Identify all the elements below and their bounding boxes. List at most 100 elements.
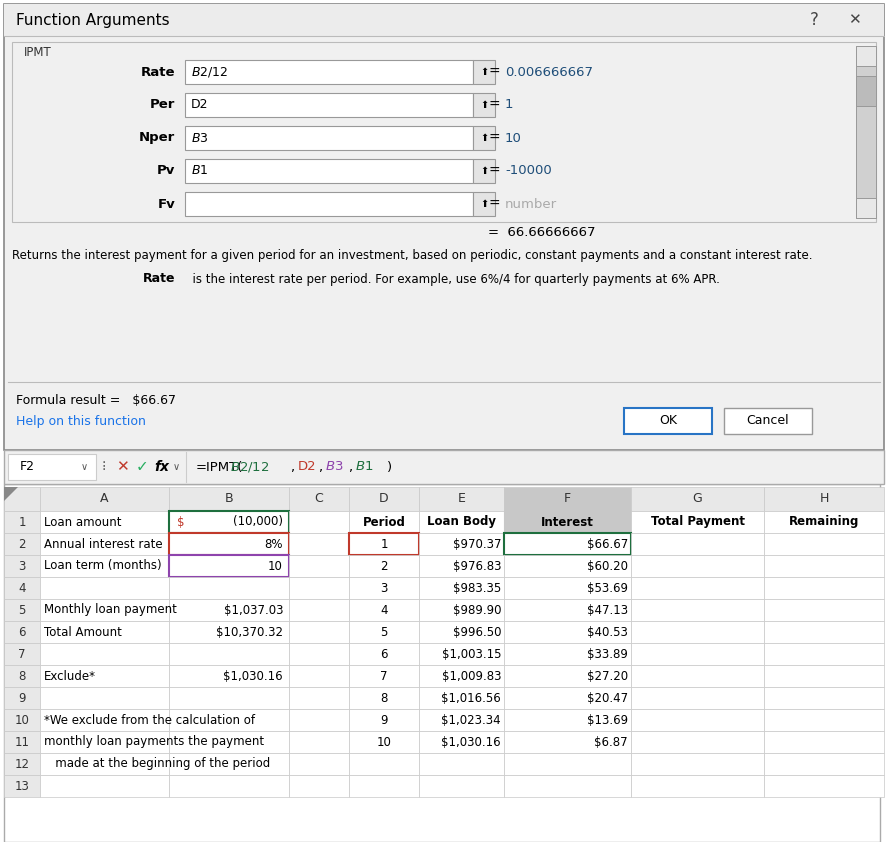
- Text: ,: ,: [348, 461, 353, 473]
- Bar: [764, 687, 884, 709]
- Text: $B$1: $B$1: [355, 461, 373, 473]
- Text: ∨: ∨: [81, 462, 88, 472]
- Bar: [419, 577, 504, 599]
- Text: ?: ?: [810, 11, 819, 29]
- Bar: [289, 775, 349, 797]
- Bar: [40, 709, 169, 731]
- Bar: [764, 577, 884, 599]
- Bar: [473, 159, 495, 183]
- Text: made at the beginning of the period: made at the beginning of the period: [44, 758, 270, 770]
- Bar: [349, 533, 419, 555]
- Text: Cancel: Cancel: [747, 414, 789, 428]
- Text: $53.69: $53.69: [587, 582, 628, 594]
- Text: 0.006666667: 0.006666667: [505, 66, 593, 78]
- Bar: [349, 665, 419, 687]
- Text: D: D: [379, 493, 389, 505]
- Text: ∧: ∧: [862, 51, 869, 61]
- Bar: [40, 511, 169, 533]
- Bar: [4, 450, 884, 484]
- Bar: [349, 731, 419, 753]
- Text: D2: D2: [298, 461, 317, 473]
- Text: $B$2/12: $B$2/12: [191, 65, 228, 79]
- Text: =: =: [488, 98, 500, 112]
- Text: $27.20: $27.20: [587, 669, 628, 683]
- Text: E: E: [457, 493, 465, 505]
- Text: $B$3: $B$3: [325, 461, 344, 473]
- Text: Rate: Rate: [140, 66, 175, 78]
- Bar: [419, 555, 504, 577]
- Bar: [856, 46, 876, 66]
- Text: Returns the interest payment for a given period for an investment, based on peri: Returns the interest payment for a given…: [12, 248, 813, 262]
- Bar: [4, 487, 40, 511]
- Text: $1,003.15: $1,003.15: [441, 647, 501, 660]
- Text: ,: ,: [290, 461, 294, 473]
- Text: Fv: Fv: [157, 198, 175, 210]
- Bar: [764, 775, 884, 797]
- Bar: [631, 533, 764, 555]
- Bar: [169, 555, 289, 577]
- Bar: [631, 555, 764, 577]
- Bar: [4, 753, 40, 775]
- Text: 13: 13: [14, 780, 29, 792]
- Bar: [289, 533, 349, 555]
- Bar: [624, 408, 712, 434]
- Bar: [169, 599, 289, 621]
- Text: Help on this function: Help on this function: [16, 415, 146, 429]
- Bar: [764, 709, 884, 731]
- Text: ⬆: ⬆: [480, 166, 488, 176]
- Text: Period: Period: [362, 515, 406, 529]
- Bar: [169, 709, 289, 731]
- Bar: [631, 621, 764, 643]
- Bar: [289, 709, 349, 731]
- Text: $1,023.34: $1,023.34: [441, 713, 501, 727]
- Text: *We exclude from the calculation of: *We exclude from the calculation of: [44, 713, 255, 727]
- Text: 5: 5: [19, 604, 26, 616]
- Text: Per: Per: [149, 99, 175, 111]
- Bar: [4, 4, 884, 450]
- Bar: [349, 709, 419, 731]
- Bar: [40, 621, 169, 643]
- Bar: [349, 599, 419, 621]
- Bar: [185, 93, 473, 117]
- Bar: [169, 533, 289, 555]
- Bar: [169, 665, 289, 687]
- Bar: [4, 621, 40, 643]
- Text: IPMT: IPMT: [24, 45, 52, 58]
- Text: 10: 10: [377, 736, 392, 749]
- Bar: [40, 533, 169, 555]
- Text: 1: 1: [380, 537, 388, 551]
- Text: -10000: -10000: [505, 164, 551, 178]
- Bar: [419, 533, 504, 555]
- Bar: [4, 4, 884, 36]
- Text: ⬆: ⬆: [480, 100, 488, 110]
- Bar: [289, 577, 349, 599]
- Text: =IPMT(: =IPMT(: [196, 461, 243, 473]
- Text: 3: 3: [19, 559, 26, 573]
- Bar: [764, 643, 884, 665]
- Bar: [764, 599, 884, 621]
- Bar: [349, 687, 419, 709]
- Bar: [764, 533, 884, 555]
- Text: 6: 6: [19, 626, 26, 638]
- Bar: [419, 709, 504, 731]
- Text: 7: 7: [380, 669, 388, 683]
- Bar: [40, 665, 169, 687]
- Text: ⁝: ⁝: [102, 460, 107, 474]
- Text: Loan Body: Loan Body: [427, 515, 496, 529]
- Text: $B$2/12: $B$2/12: [230, 460, 270, 474]
- Bar: [504, 599, 631, 621]
- Text: 10: 10: [14, 713, 29, 727]
- Bar: [289, 555, 349, 577]
- Bar: [504, 775, 631, 797]
- Text: B: B: [225, 493, 234, 505]
- Text: Loan amount: Loan amount: [44, 515, 122, 529]
- Bar: [473, 60, 495, 84]
- Text: $989.90: $989.90: [453, 604, 501, 616]
- Text: 6: 6: [380, 647, 388, 660]
- Text: =: =: [488, 131, 500, 145]
- Bar: [764, 621, 884, 643]
- Text: ∨: ∨: [172, 462, 179, 472]
- Text: 9: 9: [19, 691, 26, 705]
- Bar: [419, 731, 504, 753]
- Text: OK: OK: [659, 414, 677, 428]
